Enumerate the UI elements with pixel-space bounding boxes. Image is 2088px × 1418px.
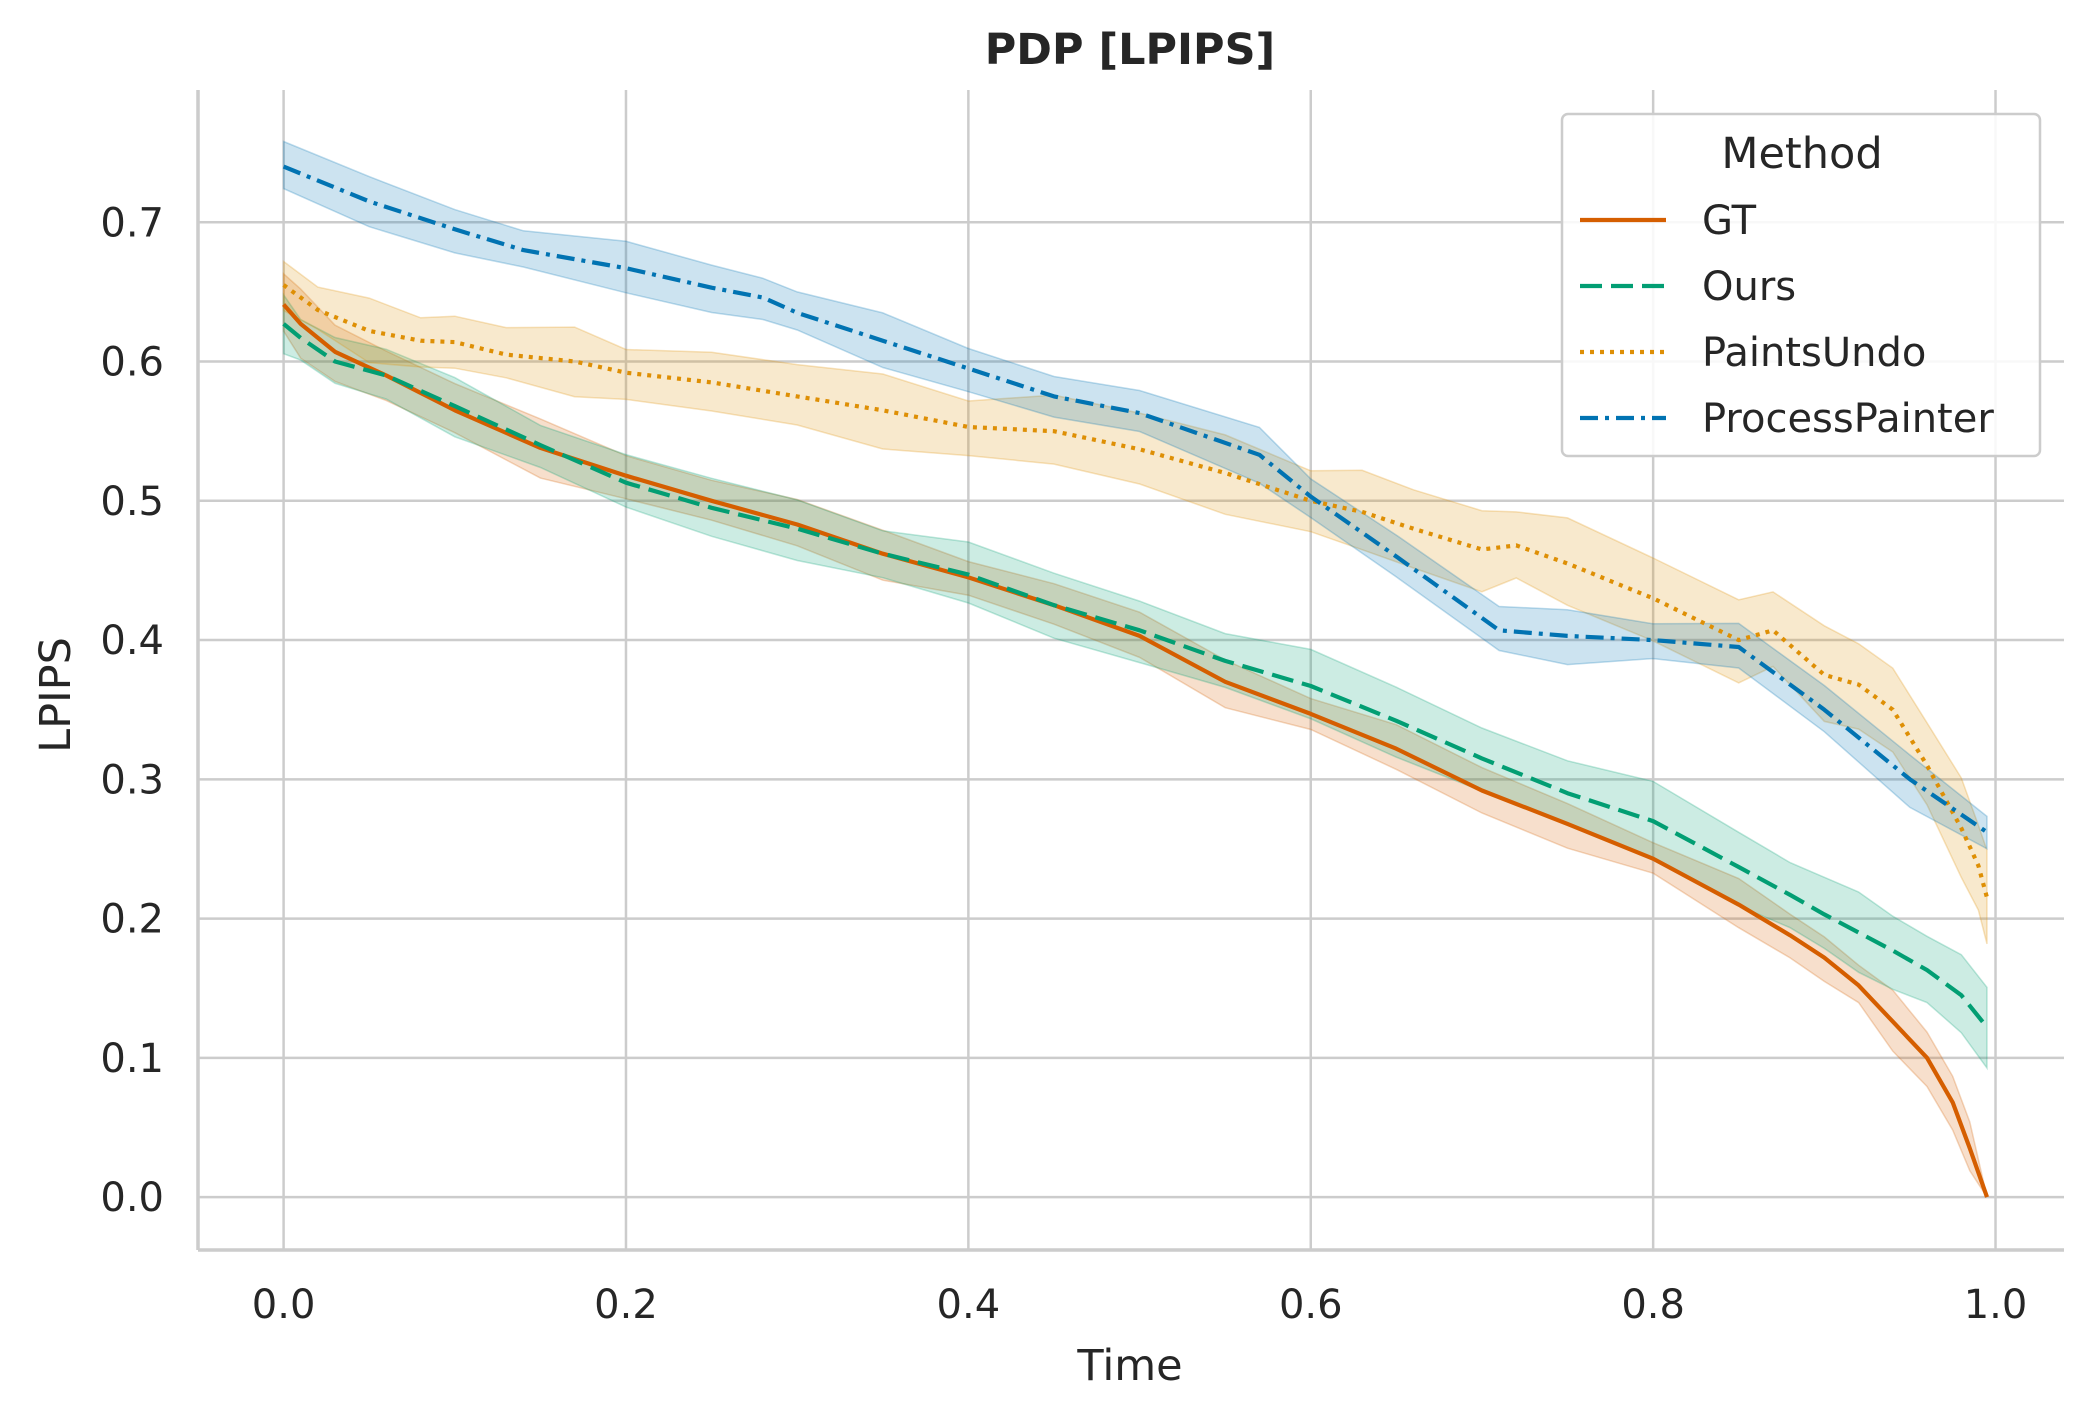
legend-label: PaintsUndo [1702, 330, 1926, 376]
y-tick-label: 0.0 [100, 1175, 164, 1221]
legend-frame [1560, 112, 2042, 458]
axis-spines [196, 90, 2064, 1252]
series-line [282, 283, 1990, 899]
series-lines [282, 164, 1990, 1198]
x-axis-label: Time [1076, 1341, 1182, 1391]
legend-label: GT [1702, 198, 1757, 244]
legend-label: ProcessPainter [1702, 396, 1994, 442]
legend-items: GT Ours PaintsUndo ProcessPainter [1580, 198, 1994, 442]
legend: Method GT Ours PaintsUndo ProcessPainter [1560, 112, 2042, 458]
tick-labels: 0.0 0.2 0.4 0.6 0.8 1.0 0.0 0.1 0.2 0.3 0.4 0.5 0.6 0… [100, 200, 2027, 1328]
y-tick-label: 0.3 [100, 757, 164, 803]
x-tick-label: 1.0 [1964, 1282, 2028, 1328]
series-line [282, 164, 1989, 834]
legend-label: Ours [1702, 264, 1796, 310]
x-tick-label: 0.6 [1279, 1282, 1343, 1328]
y-tick-label: 0.4 [100, 618, 164, 664]
confidence-bands [282, 140, 1988, 1198]
y-tick-label: 0.1 [100, 1036, 164, 1082]
y-axis-label: LPIPS [31, 637, 81, 753]
series-line [282, 322, 1989, 1029]
x-tick-label: 0.2 [594, 1282, 658, 1328]
y-tick-label: 0.2 [100, 897, 164, 943]
confidence-band [282, 272, 1988, 1198]
chart-title: PDP [LPIPS] [985, 25, 1275, 75]
confidence-band [282, 292, 1988, 1071]
series-line [282, 303, 1989, 1198]
y-tick-label: 0.7 [100, 200, 164, 246]
y-tick-label: 0.5 [100, 479, 164, 525]
confidence-band [282, 260, 1988, 945]
confidence-band [282, 140, 1988, 851]
x-tick-label: 0.8 [1621, 1282, 1685, 1328]
x-tick-label: 0.4 [937, 1282, 1001, 1328]
x-tick-label: 0.0 [252, 1282, 316, 1328]
y-tick-label: 0.6 [100, 340, 164, 386]
legend-title: Method [1721, 129, 1882, 179]
